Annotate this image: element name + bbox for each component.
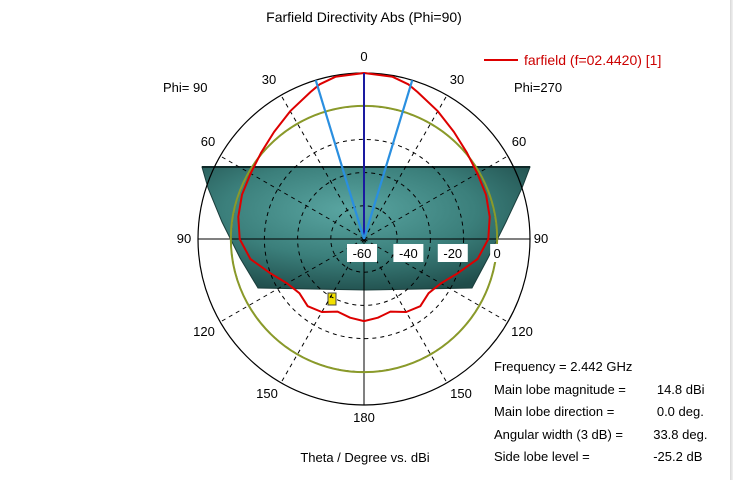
spoke-150 — [363, 238, 448, 384]
window-frame-edge — [730, 0, 733, 480]
angle-label-mid-upper-right: 60 — [512, 134, 526, 149]
phi-left-label: Phi= 90 — [163, 80, 207, 95]
angle-label-bottom: 180 — [353, 410, 375, 425]
angle-label-upper-left: 30 — [262, 72, 276, 87]
radial-tick-label: -40 — [399, 246, 418, 261]
angle-label-lower-left: 150 — [256, 386, 278, 401]
connector-marker — [327, 292, 337, 306]
magnitude-value: 14.8 dBi — [646, 381, 705, 397]
magnitude-key: Main lobe magnitude = — [494, 381, 626, 397]
radial-tick-bg-3 — [490, 244, 505, 262]
angle-label-upper-right: 30 — [450, 72, 464, 87]
x-axis-label: Theta / Degree vs. dBi — [300, 450, 429, 465]
angle-label-mid-lower-left: 120 — [193, 324, 215, 339]
angle-label-left: 90 — [177, 231, 191, 246]
radial-tick-bg-0 — [347, 244, 377, 262]
phi-right-label: Phi=270 — [514, 80, 562, 95]
angle-label-top: 0 — [360, 49, 367, 64]
angle-label-right: 90 — [534, 231, 548, 246]
frequency-text: Frequency = 2.442 GHz — [494, 359, 633, 374]
spoke-60 — [363, 155, 509, 240]
farfield-info-panel: Frequency = 2.442 GHz Main lobe magnitud… — [494, 356, 730, 469]
pattern-curve — [237, 72, 491, 323]
sidelobe-key: Side lobe level = — [494, 449, 590, 464]
radial-tick-label: 0 — [494, 246, 501, 261]
spoke-240 — [219, 238, 365, 323]
polar-labels: 0 30 30 60 60 90 90 120 120 150 150 180 -60 -40 -20 0 — [177, 49, 548, 425]
width-key: Angular width (3 dB) = — [494, 426, 623, 442]
spoke-30 — [363, 94, 448, 240]
beamwidth-line-left — [314, 79, 366, 240]
beamwidth-line-right — [362, 79, 414, 240]
spoke-120 — [363, 238, 509, 323]
width-value: 33.8 deg. — [646, 426, 708, 442]
angle-label-lower-right: 150 — [450, 386, 472, 401]
legend-label: farfield (f=02.4420) [1] — [524, 52, 661, 68]
spoke-330 — [280, 94, 365, 240]
direction-value: 0.0 deg. — [646, 404, 704, 419]
radial-tick-bg-1 — [393, 244, 424, 262]
spoke-300 — [219, 155, 365, 240]
chart-title: Farfield Directivity Abs (Phi=90) — [266, 9, 462, 25]
radial-tick-label: -60 — [353, 246, 372, 261]
direction-key: Main lobe direction = — [494, 404, 615, 419]
angle-label-mid-lower-right: 120 — [511, 324, 533, 339]
spoke-210 — [280, 238, 365, 384]
polar-curves — [229, 72, 499, 374]
angle-label-mid-upper-left: 60 — [201, 134, 215, 149]
sidelobe-value: -25.2 dB — [646, 449, 703, 464]
radial-tick-bg-2 — [437, 244, 468, 262]
radial-tick-label: -20 — [443, 246, 462, 261]
ground-plane-shape — [201, 166, 531, 291]
